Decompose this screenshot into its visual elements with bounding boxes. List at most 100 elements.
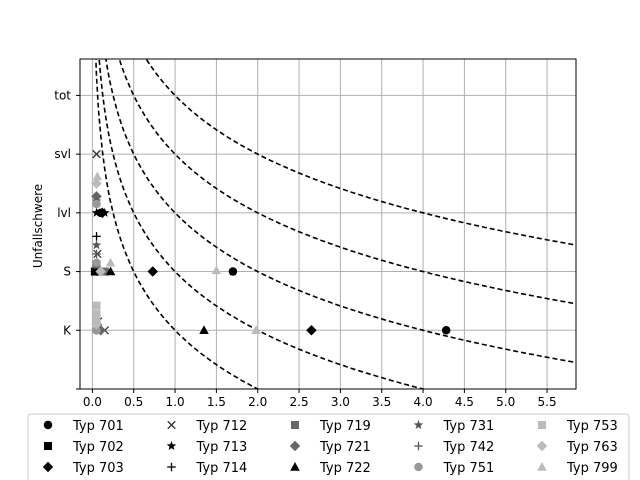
data-point [95,266,106,277]
data-point [306,325,317,336]
legend-marker [289,440,301,452]
x-tick-label: 1.5 [207,395,226,409]
axis-ticks: 0.0 0.5 1.0 1.5 2.0 2.5 3.0 3.5 4.0 4.5 5.0 5.5 K Slv… [54,88,556,409]
x-tick-label: 0.5 [124,395,143,409]
y-axis-label: Unfallschwere [31,184,45,268]
legend-marker [413,420,424,429]
data-point [92,171,103,181]
y-tick-label: lvl [57,206,71,220]
legend-label: Typ 703 [72,461,124,476]
legend-frame [27,413,630,480]
legend-label: Typ 702 [72,440,124,455]
data-point [92,309,101,318]
legend-marker [166,441,177,450]
legend-label: Typ 714 [196,461,248,476]
legend-entry: Typ 722 [290,461,371,476]
data-point [92,249,101,259]
legend-entry: Typ 713 [166,440,248,455]
x-tick-label: 5.5 [538,395,557,409]
legend-marker [537,462,547,471]
legend-entry: Typ 731 [413,419,495,434]
data-point [100,207,110,217]
x-tick-label: 3.0 [331,395,350,409]
x-tick-label: 2.5 [290,395,309,409]
x-tick-label: 5.0 [496,395,515,409]
legend-label: Typ 713 [196,440,248,455]
data-point [92,232,101,241]
legend-label: Typ 701 [72,419,124,434]
legend-entry: Typ 799 [537,461,618,476]
legend-marker [414,441,423,451]
data-point [92,314,101,323]
legend-marker [167,462,176,472]
legend-entry: Typ 703 [42,461,124,476]
grid-lines [80,59,576,390]
data-point [147,266,158,277]
reference-curve [145,59,576,246]
legend-label: Typ 719 [319,419,371,434]
legend-marker [42,461,54,473]
legend-marker [291,421,299,429]
legend-entry: Typ 721 [289,440,371,455]
y-tick-label: svl [54,147,71,161]
reference-curve [105,59,576,364]
data-points [90,149,451,336]
plot-frame [79,58,577,390]
legend-entry: Typ 751 [414,461,494,476]
legend: Typ 701 Typ 702 Typ 703 Typ 712 Typ 713 Typ 7… [27,413,630,480]
legend-label: Typ 712 [196,419,248,434]
legend-marker [414,462,423,472]
legend-marker [536,440,548,452]
data-point [92,199,101,209]
data-point [91,319,102,330]
data-point [92,301,101,310]
legend-label: Typ 722 [319,461,371,476]
legend-marker [44,442,52,450]
legend-entry: Typ 753 [538,419,618,434]
legend-entry: Typ 702 [44,440,124,455]
data-point [92,258,101,268]
legend-entry: Typ 763 [536,440,618,455]
reference-curve [98,59,427,389]
legend-entry: Typ 712 [167,419,248,434]
legend-entry: Typ 719 [291,419,371,434]
x-tick-label: 2.0 [248,395,267,409]
data-point [92,149,101,159]
y-tick-label: K [63,323,72,337]
legend-label: Typ 751 [443,461,495,476]
reference-curves [95,59,576,389]
legend-entry: Typ 742 [414,440,494,455]
data-point [91,178,102,189]
reference-curve [118,59,576,305]
legend-marker [290,462,300,471]
x-tick-label: 1.0 [166,395,185,409]
legend-label: Typ 799 [566,461,618,476]
x-tick-label: 4.5 [455,395,474,409]
legend-marker [167,420,176,430]
legend-label: Typ 753 [566,419,618,434]
legend-label: Typ 721 [319,440,371,455]
legend-label: Typ 763 [566,440,618,455]
data-point [228,267,238,276]
y-tick-label: S [63,265,71,279]
data-point [211,265,222,275]
legend-entry: Typ 714 [167,461,247,476]
data-point [92,326,101,335]
x-tick-label: 0.0 [83,395,102,409]
legend-marker [538,421,546,429]
data-point [199,325,209,335]
data-point [251,325,261,335]
data-point [91,240,102,250]
data-point [105,266,116,276]
x-tick-label: 4.0 [414,395,433,409]
y-tick-label: tot [54,88,71,102]
legend-label: Typ 742 [443,440,495,455]
legend-label: Typ 731 [443,419,495,434]
reference-curve [95,59,260,389]
legend-entry: Typ 701 [43,419,124,434]
x-tick-label: 3.5 [372,395,391,409]
data-point [105,257,116,267]
data-point [441,326,451,335]
data-point [91,207,102,217]
